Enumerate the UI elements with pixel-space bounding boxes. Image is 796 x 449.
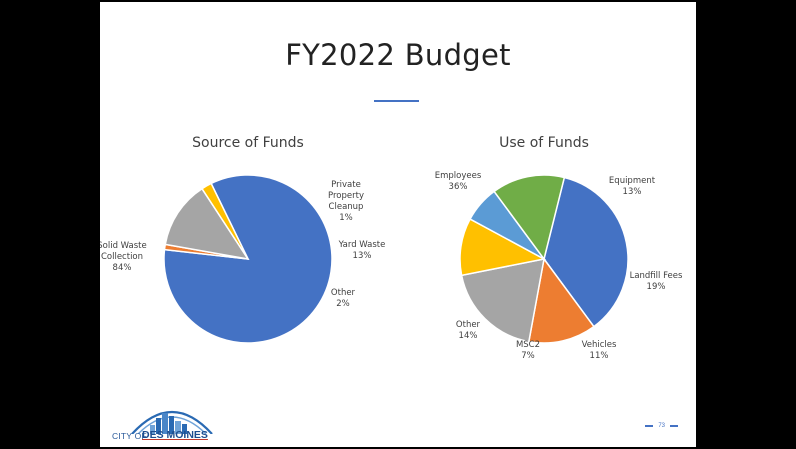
data-label-source-of-funds-solid-waste-collection: Solid Waste Collection 84%	[100, 241, 147, 273]
title-underline	[374, 100, 419, 102]
slide: FY2022 Budget Source of Funds Use of Fun…	[100, 2, 696, 447]
pie-slice-source-of-funds-solid-waste-collection	[163, 174, 333, 344]
pie-slice-use-of-funds-other	[493, 174, 566, 261]
data-label-use-of-funds-equipment: Equipment 13%	[609, 176, 656, 197]
slide-footer: 73	[645, 423, 678, 429]
pie-slice-use-of-funds-employees	[543, 176, 629, 328]
city-logo: CITY OF DES MOINES	[112, 402, 222, 444]
data-label-use-of-funds-landfill-fees: Landfill Fees 19%	[630, 271, 683, 292]
footer-dash	[645, 425, 654, 427]
data-label-source-of-funds-private-property-cleanup: Private Property Cleanup 1%	[328, 180, 364, 223]
pie-slice-use-of-funds-landfill-fees	[460, 258, 545, 343]
slide-title: FY2022 Budget	[285, 38, 511, 72]
data-label-use-of-funds-msc2: MSC2 7%	[516, 340, 540, 361]
footer-dash	[670, 425, 678, 427]
data-label-use-of-funds-employees: Employees 36%	[435, 171, 482, 192]
source-of-funds-pie: Solid Waste Collection 84% Private Property C…	[100, 174, 386, 344]
use-of-funds-pie: Employees 36% Equipment 13% Landfill Fees 19%…	[435, 171, 683, 361]
pie-charts: Solid Waste Collection 84% Private Property C…	[100, 171, 683, 361]
logo-name-text: DES MOINES	[142, 429, 208, 441]
skyline-arch-icon	[131, 411, 213, 435]
page-number: 73	[658, 423, 665, 429]
pie-slice-source-of-funds-other	[200, 182, 249, 260]
data-label-source-of-funds-other: Other 2%	[331, 288, 356, 309]
data-label-use-of-funds-other: Other 14%	[456, 320, 481, 341]
data-label-use-of-funds-vehicles: Vehicles 11%	[582, 340, 617, 361]
data-label-source-of-funds-yard-waste: Yard Waste 13%	[338, 240, 386, 261]
pie-slice-use-of-funds-equipment	[527, 257, 595, 344]
pie-slice-source-of-funds-yard-waste	[164, 187, 250, 261]
source-of-funds-title: Source of Funds	[192, 135, 304, 151]
logo-city-text: CITY OF	[112, 431, 147, 441]
use-of-funds-title: Use of Funds	[499, 135, 589, 151]
